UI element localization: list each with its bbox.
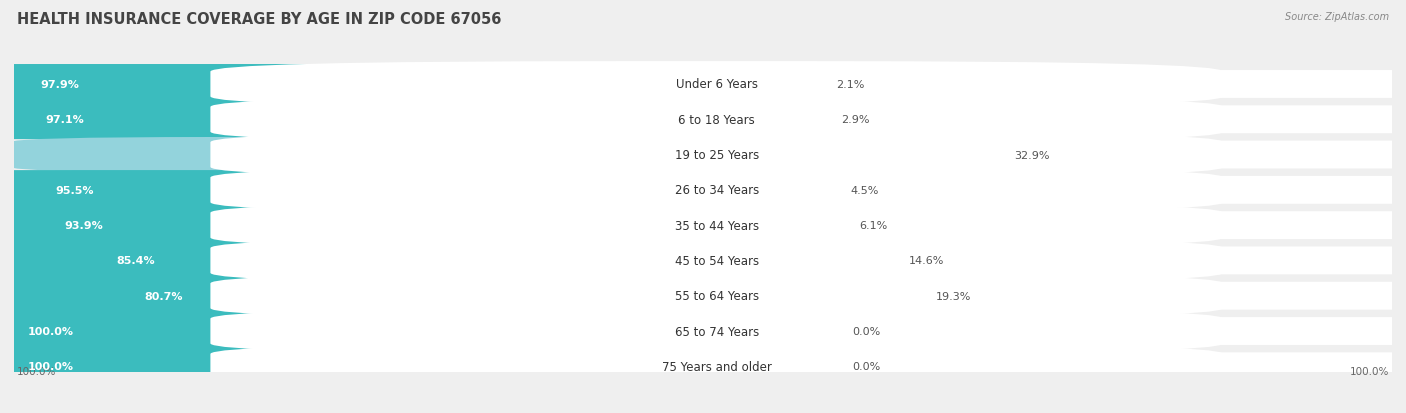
Text: 19.3%: 19.3% (936, 291, 972, 301)
FancyBboxPatch shape (0, 141, 1406, 169)
Text: 26 to 34 Years: 26 to 34 Years (675, 184, 759, 197)
FancyBboxPatch shape (0, 278, 865, 315)
Text: 2.1%: 2.1% (837, 80, 865, 90)
Text: 65 to 74 Years: 65 to 74 Years (675, 325, 759, 338)
Text: 32.9%: 32.9% (1015, 150, 1050, 160)
FancyBboxPatch shape (211, 133, 1223, 178)
FancyBboxPatch shape (0, 242, 879, 280)
Text: 75 Years and older: 75 Years and older (662, 360, 772, 373)
FancyBboxPatch shape (800, 178, 852, 203)
FancyBboxPatch shape (0, 106, 1406, 134)
FancyBboxPatch shape (0, 311, 924, 351)
FancyBboxPatch shape (211, 273, 1223, 319)
FancyBboxPatch shape (211, 168, 1223, 213)
FancyBboxPatch shape (0, 206, 905, 245)
Text: 45 to 54 Years: 45 to 54 Years (675, 254, 759, 267)
Text: 67.1%: 67.1% (228, 150, 266, 160)
Text: Under 6 Years: Under 6 Years (676, 78, 758, 91)
Text: 19 to 25 Years: 19 to 25 Years (675, 149, 759, 161)
Text: 97.1%: 97.1% (45, 115, 84, 125)
FancyBboxPatch shape (0, 212, 1406, 240)
FancyBboxPatch shape (770, 247, 941, 274)
Text: 80.7%: 80.7% (145, 291, 183, 301)
Text: 95.5%: 95.5% (55, 185, 94, 195)
Text: 0.0%: 0.0% (852, 361, 880, 371)
FancyBboxPatch shape (0, 171, 910, 210)
FancyBboxPatch shape (0, 347, 924, 387)
Text: Source: ZipAtlas.com: Source: ZipAtlas.com (1285, 12, 1389, 22)
Text: 2.9%: 2.9% (841, 115, 869, 125)
Text: 6.1%: 6.1% (859, 221, 887, 230)
FancyBboxPatch shape (0, 247, 1406, 275)
FancyBboxPatch shape (0, 100, 915, 140)
Text: 100.0%: 100.0% (1350, 366, 1389, 376)
Text: 100.0%: 100.0% (17, 366, 56, 376)
Text: 35 to 44 Years: 35 to 44 Years (675, 219, 759, 232)
Text: 100.0%: 100.0% (28, 361, 75, 371)
Text: 14.6%: 14.6% (908, 256, 943, 266)
Text: 97.9%: 97.9% (41, 80, 80, 90)
FancyBboxPatch shape (758, 282, 981, 310)
Text: 6 to 18 Years: 6 to 18 Years (679, 114, 755, 126)
FancyBboxPatch shape (211, 203, 1223, 248)
FancyBboxPatch shape (211, 238, 1223, 284)
Text: 93.9%: 93.9% (65, 221, 104, 230)
Text: HEALTH INSURANCE COVERAGE BY AGE IN ZIP CODE 67056: HEALTH INSURANCE COVERAGE BY AGE IN ZIP … (17, 12, 502, 27)
FancyBboxPatch shape (211, 344, 1223, 389)
FancyBboxPatch shape (804, 107, 838, 133)
FancyBboxPatch shape (211, 62, 1223, 107)
FancyBboxPatch shape (0, 282, 1406, 310)
FancyBboxPatch shape (0, 353, 1406, 380)
FancyBboxPatch shape (0, 65, 917, 104)
FancyBboxPatch shape (0, 176, 1406, 204)
FancyBboxPatch shape (0, 71, 1406, 99)
FancyBboxPatch shape (0, 317, 1406, 345)
FancyBboxPatch shape (211, 309, 1223, 354)
Text: 0.0%: 0.0% (852, 326, 880, 336)
FancyBboxPatch shape (807, 72, 831, 97)
Text: 55 to 64 Years: 55 to 64 Years (675, 290, 759, 302)
FancyBboxPatch shape (796, 213, 866, 238)
FancyBboxPatch shape (211, 97, 1223, 143)
Text: 4.5%: 4.5% (851, 185, 879, 195)
FancyBboxPatch shape (572, 348, 1083, 385)
Text: 100.0%: 100.0% (28, 326, 75, 336)
FancyBboxPatch shape (10, 138, 824, 173)
Legend: With Coverage, Without Coverage: With Coverage, Without Coverage (575, 408, 831, 413)
FancyBboxPatch shape (572, 313, 1083, 350)
Text: 85.4%: 85.4% (117, 256, 155, 266)
FancyBboxPatch shape (718, 140, 1099, 170)
